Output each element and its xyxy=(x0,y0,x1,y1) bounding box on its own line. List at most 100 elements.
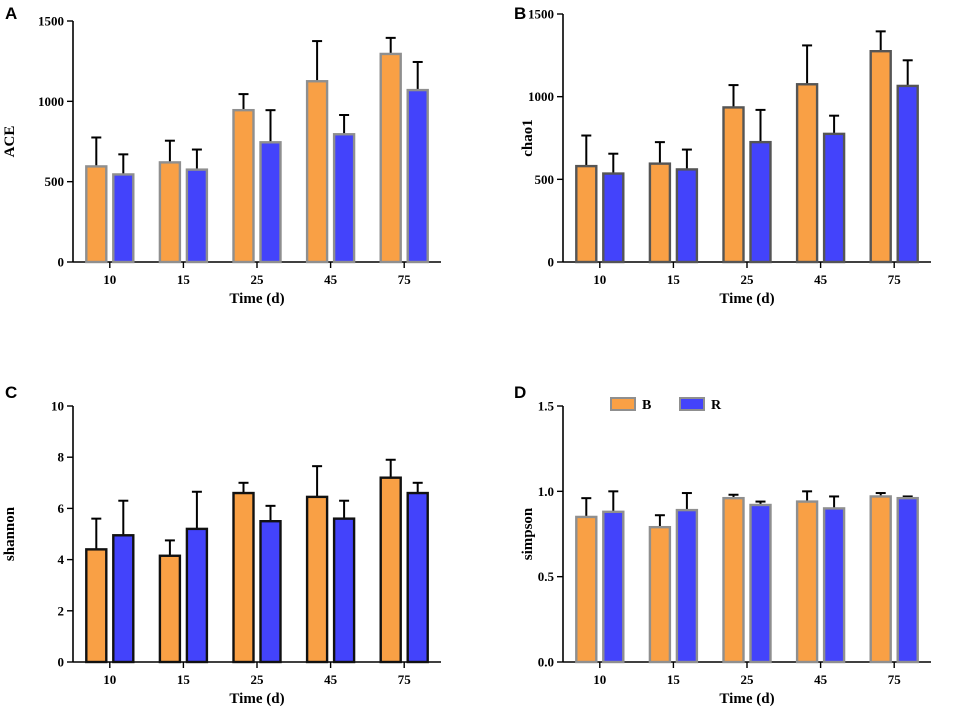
x-tick-label: 45 xyxy=(814,672,828,687)
y-tick-label: 1000 xyxy=(528,89,554,104)
y-tick-label: 6 xyxy=(58,501,65,516)
bar-r-45 xyxy=(332,517,356,664)
bar-b-75 xyxy=(869,50,892,264)
bar-b-45 xyxy=(305,495,329,664)
x-tick-label: 10 xyxy=(103,672,116,687)
y-tick-label: 0.0 xyxy=(538,655,554,670)
x-tick-label: 15 xyxy=(667,272,681,287)
panel-b: B 0 500 1000 1500 10 15 25 45 75 Time (d) chao1 xyxy=(514,4,931,307)
legend-label-r: R xyxy=(711,398,722,413)
y-axis-title: ACE xyxy=(2,126,18,158)
y-tick-label: 1500 xyxy=(528,7,554,22)
bar-r-25 xyxy=(259,141,282,264)
bar-r-75 xyxy=(406,88,429,264)
bar-r-45 xyxy=(332,133,356,264)
y-tick-label: 1.5 xyxy=(538,399,555,414)
y-tick-label: 500 xyxy=(535,172,555,187)
bar-r-15 xyxy=(675,508,699,664)
x-tick-label: 25 xyxy=(251,272,265,287)
bar-b-25 xyxy=(232,491,255,664)
y-tick-label: 8 xyxy=(58,450,65,465)
bar-b-15 xyxy=(158,554,182,664)
x-tick-label: 75 xyxy=(888,272,902,287)
x-axis-title: Time (d) xyxy=(719,291,774,307)
y-tick-label: 0 xyxy=(58,255,65,270)
bar-b-75 xyxy=(379,52,402,264)
x-tick-label: 75 xyxy=(398,272,412,287)
panel-letter: C xyxy=(5,383,17,402)
bar-b-15 xyxy=(648,525,672,664)
x-tick-label: 45 xyxy=(324,672,338,687)
bar-r-75 xyxy=(896,496,919,664)
bar-b-45 xyxy=(305,80,329,264)
x-tick-label: 75 xyxy=(888,672,902,687)
x-tick-label: 25 xyxy=(741,672,755,687)
x-tick-label: 45 xyxy=(324,272,338,287)
bar-r-75 xyxy=(896,84,919,264)
y-tick-label: 2 xyxy=(58,603,65,618)
bar-b-10 xyxy=(575,515,598,664)
x-tick-label: 15 xyxy=(177,672,191,687)
y-tick-label: 1000 xyxy=(38,94,64,109)
panel-letter: A xyxy=(5,4,17,23)
x-tick-label: 15 xyxy=(177,272,191,287)
panel-c: C 0 2 4 6 8 10 10 15 25 45 75 Time (d) shannon xyxy=(2,383,441,707)
bar-r-15 xyxy=(185,168,209,264)
bar-r-15 xyxy=(185,527,209,664)
x-tick-label: 25 xyxy=(741,272,755,287)
y-tick-label: 500 xyxy=(45,174,65,189)
x-tick-label: 15 xyxy=(667,672,681,687)
bar-r-25 xyxy=(749,140,772,264)
bar-b-75 xyxy=(869,495,892,664)
bar-b-25 xyxy=(232,108,255,264)
x-axis-title: Time (d) xyxy=(229,691,284,707)
bar-r-15 xyxy=(675,168,699,264)
x-tick-label: 75 xyxy=(398,672,412,687)
bar-b-10 xyxy=(575,164,598,264)
bar-r-10 xyxy=(112,534,135,664)
x-tick-label: 25 xyxy=(251,672,265,687)
y-tick-label: 4 xyxy=(58,552,65,567)
bar-r-10 xyxy=(112,173,135,264)
panel-d: D 0.0 0.5 1.0 1.5 10 15 25 45 75 Time (d) simpson xyxy=(514,383,931,707)
bar-b-25 xyxy=(722,496,745,664)
x-tick-label: 10 xyxy=(593,272,606,287)
x-tick-label: 10 xyxy=(103,272,116,287)
x-axis-title: Time (d) xyxy=(229,291,284,307)
panel-letter: D xyxy=(514,383,526,402)
bar-r-10 xyxy=(602,172,625,264)
bar-b-45 xyxy=(795,500,819,664)
y-tick-label: 1500 xyxy=(38,14,64,29)
x-tick-label: 10 xyxy=(593,672,606,687)
bar-b-25 xyxy=(722,106,745,264)
bar-r-25 xyxy=(259,520,282,664)
bar-r-10 xyxy=(602,510,625,664)
y-axis-title: shannon xyxy=(2,506,18,561)
bar-b-15 xyxy=(158,161,182,264)
bar-b-15 xyxy=(648,162,672,264)
panel-letter: B xyxy=(514,4,526,23)
bar-r-45 xyxy=(822,507,846,664)
bar-b-10 xyxy=(85,165,108,264)
x-tick-label: 45 xyxy=(814,272,828,287)
y-tick-label: 0 xyxy=(58,655,65,670)
y-tick-label: 1.0 xyxy=(538,484,554,499)
legend-swatch-b xyxy=(610,397,636,411)
legend-item-r: R xyxy=(679,397,722,413)
y-tick-label: 0 xyxy=(548,255,555,270)
x-axis-title: Time (d) xyxy=(719,691,774,707)
bar-r-75 xyxy=(406,491,429,664)
bar-r-25 xyxy=(749,503,772,664)
legend-item-b: B xyxy=(610,397,651,413)
bar-b-75 xyxy=(379,476,402,664)
bar-b-10 xyxy=(85,548,108,664)
legend-swatch-r xyxy=(679,397,705,411)
bar-b-45 xyxy=(795,83,819,264)
y-axis-title: chao1 xyxy=(520,119,536,157)
y-tick-label: 0.5 xyxy=(538,569,555,584)
panel-a: A 0 500 1000 1500 10 15 25 45 75 Time (d) ACE xyxy=(2,4,441,307)
y-tick-label: 10 xyxy=(51,399,64,414)
bar-r-45 xyxy=(822,132,846,264)
